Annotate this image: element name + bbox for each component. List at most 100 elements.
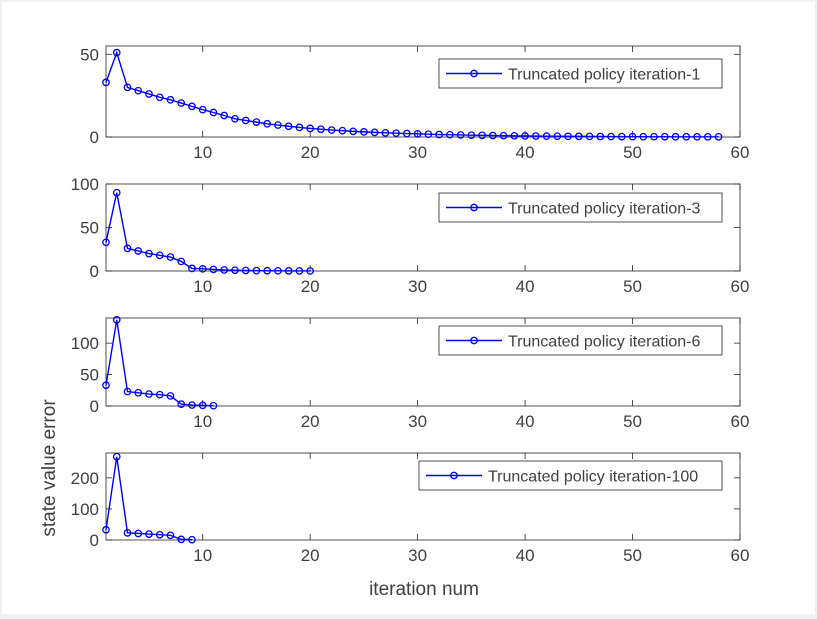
legend-label: Truncated policy iteration-3: [508, 201, 700, 218]
data-point: [413, 130, 422, 138]
data-point: [155, 93, 164, 102]
data-point: [521, 132, 529, 140]
data-point: [220, 111, 229, 120]
data-point: [488, 131, 497, 140]
data-point: [166, 253, 175, 261]
data-point: [177, 257, 186, 266]
data-point: [403, 129, 411, 138]
x-tick-label: 20: [301, 143, 320, 162]
x-tick-label: 30: [408, 546, 427, 565]
x-tick-label: 40: [516, 143, 535, 162]
data-point: [252, 266, 261, 275]
data-point: [112, 316, 121, 324]
data-point: [123, 83, 132, 92]
y-axis-label: state value error: [39, 399, 60, 537]
data-point: [166, 95, 175, 104]
x-tick-label: 40: [516, 546, 535, 565]
legend-box: [418, 460, 723, 491]
data-point: [145, 530, 153, 538]
data-point: [392, 129, 400, 138]
data-point: [177, 400, 186, 408]
x-tick-label: 30: [408, 143, 427, 162]
data-point: [155, 390, 164, 399]
data-point: [209, 265, 218, 274]
data-point: [553, 132, 562, 141]
data-point: [682, 132, 691, 141]
data-point: [188, 401, 196, 409]
legend-marker: [470, 203, 478, 212]
data-point: [145, 249, 153, 258]
data-point: [123, 244, 132, 253]
data-point: [102, 525, 110, 534]
data-point: [424, 130, 433, 139]
data-point: [134, 86, 143, 95]
y-tick-label: 50: [80, 366, 99, 385]
data-point: [360, 128, 368, 136]
x-tick-label: 10: [193, 412, 212, 431]
x-tick-label: 50: [623, 412, 642, 431]
data-point: [660, 132, 669, 141]
data-point: [306, 267, 315, 275]
data-point: [198, 264, 207, 273]
data-point: [134, 529, 143, 538]
data-point: [231, 266, 239, 275]
x-tick-label: 20: [301, 277, 320, 296]
y-tick-label: 100: [71, 334, 99, 353]
data-point: [703, 132, 712, 141]
data-point: [102, 78, 110, 87]
x-tick-label: 50: [623, 546, 642, 565]
data-point: [295, 123, 304, 132]
x-tick-label: 60: [731, 546, 750, 565]
data-point: [617, 132, 626, 141]
data-point: [456, 131, 465, 139]
data-point: [338, 126, 347, 135]
data-point: [166, 531, 175, 540]
data-point: [252, 118, 261, 126]
data-point: [155, 530, 164, 539]
data-point: [123, 387, 132, 396]
data-point: [112, 188, 121, 197]
data-point: [241, 116, 250, 125]
data-point: [542, 132, 551, 140]
data-point: [220, 266, 229, 274]
data-point: [177, 99, 186, 107]
x-tick-label: 10: [193, 277, 212, 296]
x-tick-label: 10: [193, 143, 212, 162]
x-tick-label: 60: [731, 412, 750, 431]
y-tick-label: 0: [90, 397, 99, 416]
data-point: [231, 114, 239, 123]
data-point: [274, 266, 282, 275]
data-point: [263, 266, 272, 275]
x-tick-label: 20: [301, 546, 320, 565]
data-point: [607, 132, 615, 141]
data-point: [188, 535, 196, 544]
data-point: [284, 267, 293, 275]
data-point: [295, 267, 304, 275]
data-point: [499, 131, 508, 140]
data-point: [134, 247, 143, 255]
x-axis-label: iteration num: [369, 579, 479, 600]
legend-marker: [450, 471, 458, 480]
x-tick-label: 20: [301, 412, 320, 431]
data-point: [188, 102, 196, 111]
data-point: [317, 125, 325, 134]
data-point: [145, 90, 153, 98]
data-point: [671, 132, 680, 141]
legend-label: Truncated policy iteration-100: [488, 469, 698, 486]
legend-label: Truncated policy iteration-6: [508, 334, 700, 351]
data-point: [134, 388, 143, 397]
subplot-3: 10 20 30 40 50 60 0 50 100 Truncated policy itera…: [71, 316, 750, 431]
data-point: [478, 131, 486, 140]
data-point: [650, 132, 658, 141]
data-point: [123, 529, 132, 537]
data-point: [574, 132, 583, 141]
x-tick-label: 10: [193, 546, 212, 565]
data-point: [370, 128, 379, 137]
data-point: [198, 105, 207, 114]
data-point: [639, 132, 648, 141]
y-tick-label: 100: [71, 500, 99, 519]
data-point: [596, 132, 605, 141]
data-point: [714, 133, 723, 141]
legend-label: Truncated policy iteration-1: [508, 67, 700, 84]
